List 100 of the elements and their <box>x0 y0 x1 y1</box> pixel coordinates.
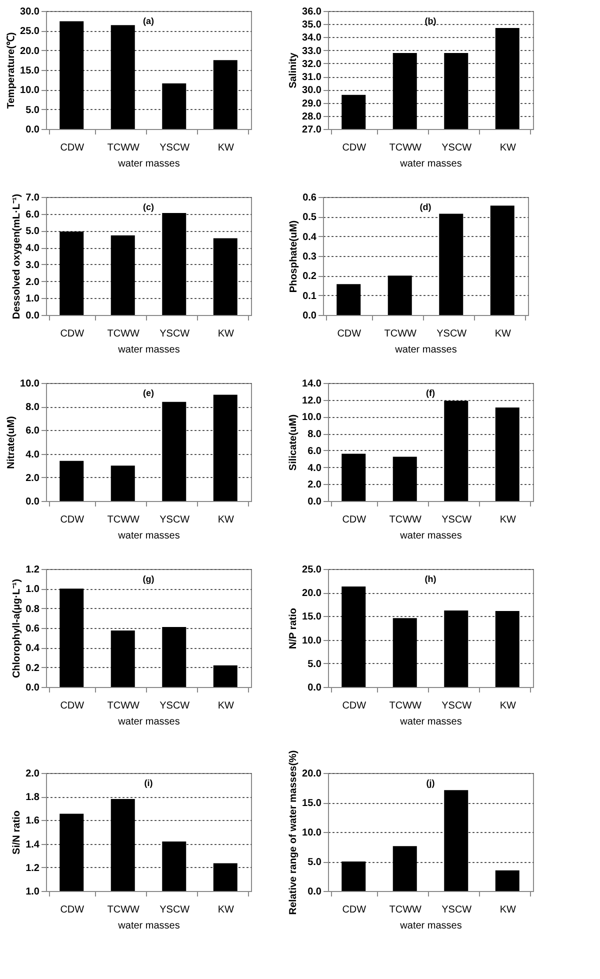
x-tick-label: TCWW <box>107 328 140 340</box>
y-tick-label: 1.0 <box>26 886 40 898</box>
bar <box>60 588 84 687</box>
x-tick-label: TCWW <box>107 142 140 154</box>
y-tick-label: 6.0 <box>26 209 40 220</box>
y-tick-label: 0.0 <box>308 496 322 508</box>
x-tick-label: CDW <box>337 328 362 340</box>
y-tick-label: 0.0 <box>26 496 40 508</box>
bar <box>342 586 366 687</box>
bar <box>336 284 361 315</box>
x-tick-label: KW <box>218 142 234 154</box>
y-tick-label: 5.0 <box>26 104 40 116</box>
y-tick-label: 10.0 <box>302 635 322 646</box>
y-tick-label: 2.0 <box>26 768 40 780</box>
y-tick-label: 29.0 <box>302 98 322 110</box>
y-tick-label: 36.0 <box>302 6 322 18</box>
x-axis-title: water masses <box>117 158 180 170</box>
x-axis-title: water masses <box>117 716 180 728</box>
x-tick-label: TCWW <box>107 904 140 916</box>
y-tick-label: 2.0 <box>26 276 40 288</box>
bar <box>342 454 366 501</box>
y-tick-label: 0.0 <box>302 310 317 322</box>
annotation: (a) <box>143 16 154 26</box>
bar <box>213 60 238 129</box>
bar <box>342 862 366 891</box>
y-tick-label: 0.0 <box>26 682 40 694</box>
y-axis-title: Salinity <box>288 52 300 88</box>
x-axis-title: water masses <box>399 530 462 542</box>
y-axis-title: Chlorophyll-a(μg·L⁻¹) <box>12 578 23 678</box>
x-tick-label: TCWW <box>389 514 422 526</box>
bar <box>392 618 417 687</box>
x-tick-label: YSCW <box>160 328 190 340</box>
y-tick-label: 4.0 <box>308 462 322 474</box>
bar <box>490 206 514 315</box>
y-tick-label: 14.0 <box>302 378 322 390</box>
x-tick-label: CDW <box>60 700 85 712</box>
x-tick-label: KW <box>500 904 516 916</box>
y-tick-label: 15.0 <box>302 612 322 623</box>
annotation: (c) <box>143 202 154 212</box>
y-tick-label: 0.5 <box>302 212 317 224</box>
y-tick-label: 0.8 <box>26 604 40 615</box>
x-tick-label: KW <box>218 514 234 526</box>
x-axis-title: water masses <box>399 716 462 728</box>
x-tick-label: CDW <box>342 904 367 916</box>
y-tick-label: 8.0 <box>26 402 40 414</box>
y-tick-label: 20.0 <box>302 768 322 780</box>
x-tick-label: CDW <box>342 514 367 526</box>
bar <box>495 611 520 687</box>
x-tick-label: CDW <box>342 142 367 154</box>
y-tick-label: 0.1 <box>302 290 317 302</box>
x-tick-label: CDW <box>60 328 85 340</box>
y-axis-title: Relative range of water masses(%) <box>288 750 300 915</box>
y-tick-label: 0.4 <box>302 232 317 243</box>
bar <box>110 630 135 687</box>
x-axis-title: water masses <box>117 920 180 932</box>
y-tick-label: 15.0 <box>20 66 40 76</box>
y-tick-label: 1.0 <box>26 294 40 305</box>
x-tick-label: CDW <box>60 142 85 154</box>
y-tick-label: 1.8 <box>26 792 40 804</box>
y-tick-label: 1.4 <box>26 839 40 850</box>
y-tick-label: 30.0 <box>20 6 40 18</box>
y-tick-label: 6.0 <box>308 446 322 457</box>
y-tick-label: 28.0 <box>302 111 322 122</box>
y-tick-label: 25.0 <box>302 564 322 576</box>
bar <box>495 407 520 501</box>
annotation: (h) <box>424 574 436 584</box>
bar <box>162 627 186 687</box>
bar <box>110 25 135 129</box>
y-tick-label: 0.2 <box>302 271 317 282</box>
y-tick-label: 4.0 <box>26 449 40 460</box>
y-tick-label: 2.0 <box>26 472 40 484</box>
x-axis-title: water masses <box>399 920 462 932</box>
bar <box>162 402 186 501</box>
y-axis-title: Temperature(℃) <box>6 32 18 109</box>
annotation: (b) <box>424 16 436 26</box>
y-tick-label: 8.0 <box>308 429 322 440</box>
bar <box>162 213 186 315</box>
bar <box>392 846 417 891</box>
y-tick-label: 4.0 <box>26 243 40 254</box>
annotation: (i) <box>144 778 153 788</box>
x-tick-label: TCWW <box>107 700 140 712</box>
y-tick-label: 31.0 <box>302 72 322 84</box>
y-tick-label: 1.0 <box>26 584 40 596</box>
y-tick-label: 1.2 <box>26 564 40 576</box>
y-tick-label: 34.0 <box>302 32 322 44</box>
x-tick-label: TCWW <box>389 904 422 916</box>
x-tick-label: YSCW <box>160 514 190 526</box>
y-tick-label: 33.0 <box>302 46 322 57</box>
x-tick-label: CDW <box>342 700 367 712</box>
y-tick-label: 0.2 <box>26 662 40 674</box>
y-tick-label: 30.0 <box>302 85 322 96</box>
bar <box>162 83 186 129</box>
bar <box>110 466 135 501</box>
x-tick-label: YSCW <box>160 700 190 712</box>
bar <box>60 460 84 501</box>
bar <box>392 456 417 501</box>
y-tick-label: 5.0 <box>308 857 322 868</box>
y-tick-label: 0.6 <box>302 192 317 204</box>
y-tick-label: 5.0 <box>308 658 322 670</box>
y-tick-label: 0.6 <box>26 624 40 634</box>
